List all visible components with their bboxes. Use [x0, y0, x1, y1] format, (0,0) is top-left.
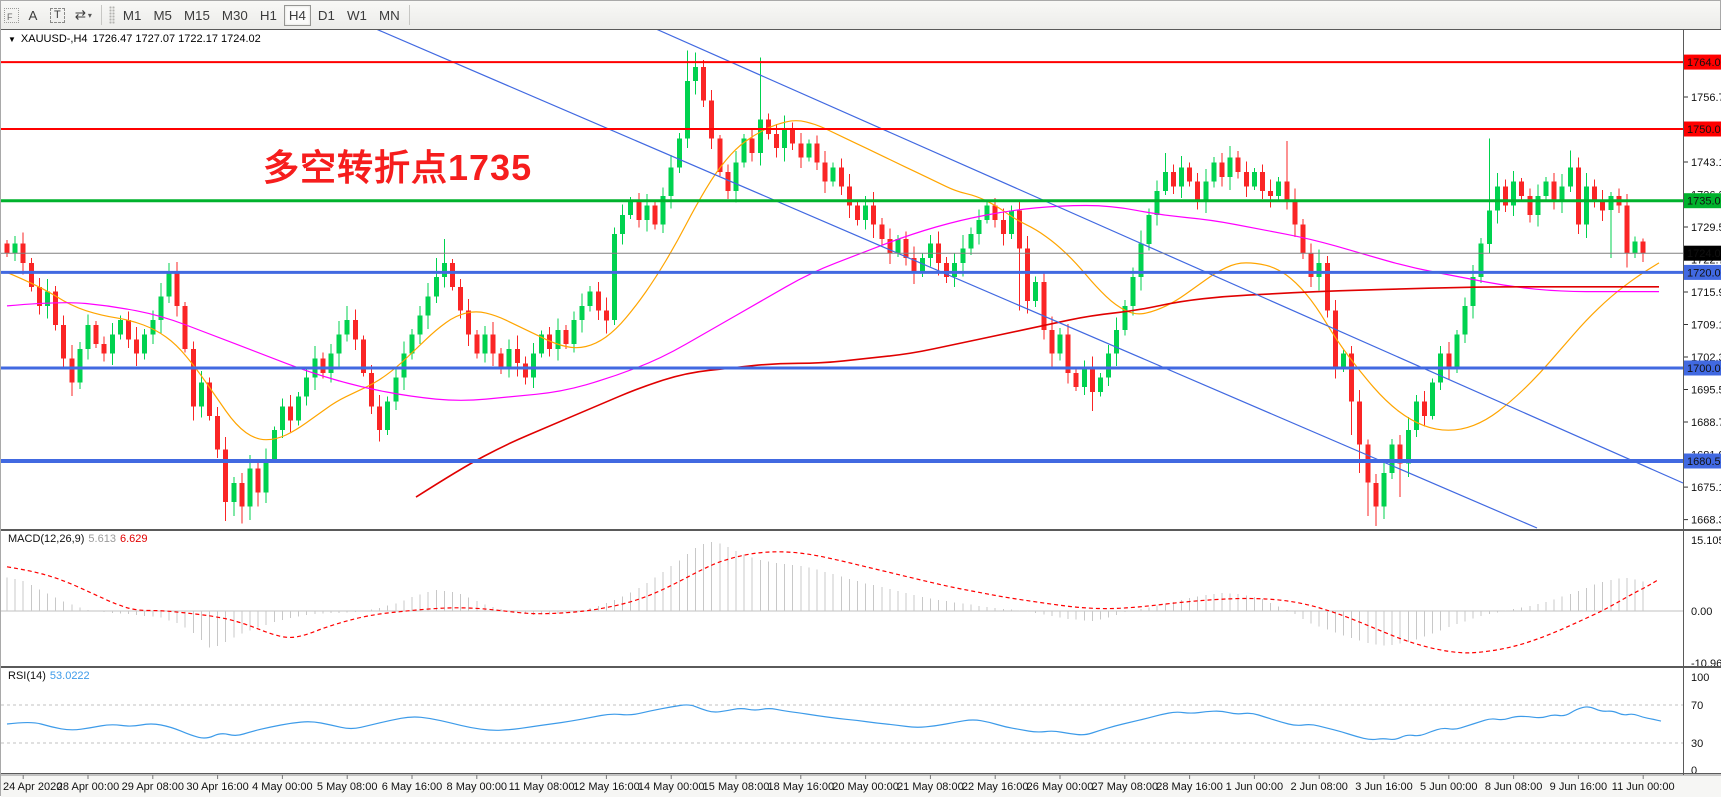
time-tick-label: 30 Apr 16:00: [186, 781, 248, 793]
time-tick-label: 22 May 16:00: [962, 781, 1029, 793]
macd-signal-value: 6.629: [120, 533, 148, 545]
time-tick-label: 1 Jun 00:00: [1226, 781, 1284, 793]
price-tick-label: 1675.10: [1691, 482, 1721, 494]
symbol-period-label: XAUUSD-,H4: [21, 33, 88, 45]
panel-borders: [1, 29, 1721, 775]
text-tool-button[interactable]: A: [21, 5, 45, 26]
ma-slow-line[interactable]: [416, 287, 1659, 497]
price-badge: 1724.02: [1684, 246, 1721, 261]
svg-text:1750.00: 1750.00: [1687, 124, 1721, 136]
time-tick-label: 9 Jun 16:00: [1550, 781, 1608, 793]
macd-panel[interactable]: [1, 542, 1683, 653]
text-label-icon: T: [50, 8, 65, 23]
time-tick-label: 18 May 16:00: [767, 781, 834, 793]
macd-main-value: 5.613: [88, 533, 116, 545]
toolbar-drag-grip[interactable]: [109, 6, 115, 24]
macd-name: MACD(12,26,9): [8, 533, 84, 545]
time-tick-label: 6 May 16:00: [382, 781, 443, 793]
price-badge: 1700.00: [1684, 361, 1721, 376]
toolbar-grip-icon: F: [4, 8, 19, 23]
time-tick-label: 28 Apr 00:00: [57, 781, 119, 793]
text-label-tool-button[interactable]: T: [45, 5, 70, 26]
rsi-line: [7, 705, 1661, 740]
price-tick-label: 1695.50: [1691, 385, 1721, 397]
toolbar-separator: [101, 5, 102, 25]
time-tick-label: 11 May 08:00: [509, 781, 575, 793]
macd-tick-label: 15.105: [1691, 535, 1721, 547]
time-tick-label: 29 Apr 08:00: [122, 781, 184, 793]
time-tick-label: 28 May 16:00: [1156, 781, 1223, 793]
time-tick-label: 8 Jun 08:00: [1485, 781, 1543, 793]
timeframe-button-D1[interactable]: D1: [313, 5, 340, 26]
ma-mid-line[interactable]: [7, 206, 1659, 401]
rsi-tick-label: 70: [1691, 700, 1703, 712]
time-tick-label: 14 May 00:00: [638, 781, 705, 793]
chart-canvas[interactable]: 1756.701743.101736.301729.501722.701715.…: [1, 29, 1721, 797]
cycle-arrows-icon: ⇄: [75, 7, 86, 23]
price-tick-label: 1743.10: [1691, 157, 1721, 169]
price-tick-label: 1715.90: [1691, 287, 1721, 299]
svg-text:1764.00: 1764.00: [1687, 57, 1721, 69]
toolbar-separator: [409, 5, 410, 25]
price-tick-label: 1688.70: [1691, 417, 1721, 429]
time-tick-label: 12 May 16:00: [573, 781, 640, 793]
ohlc-values: 1726.47 1727.07 1722.17 1724.02: [93, 33, 261, 45]
timeframe-button-M5[interactable]: M5: [148, 5, 177, 26]
time-tick-label: 26 May 00:00: [1027, 781, 1094, 793]
time-tick-label: 21 May 08:00: [897, 781, 964, 793]
rsi-tick-label: 30: [1691, 738, 1703, 750]
svg-text:1720.00: 1720.00: [1687, 267, 1721, 279]
time-tick-label: 27 May 08:00: [1091, 781, 1158, 793]
trendline[interactable]: [376, 29, 1537, 528]
time-tick-label: 4 May 00:00: [252, 781, 313, 793]
macd-histogram: [7, 542, 1643, 648]
timeframe-button-M30[interactable]: M30: [217, 5, 253, 26]
rsi-name: RSI(14): [8, 670, 46, 682]
chevron-down-icon: ▾: [88, 11, 92, 20]
price-badge: 1750.00: [1684, 122, 1721, 137]
price-tick-label: 1756.70: [1691, 92, 1721, 104]
time-tick-label: 8 May 00:00: [447, 781, 508, 793]
svg-text:1724.02: 1724.02: [1687, 248, 1721, 260]
time-tick-label: 11 Jun 00:00: [1612, 781, 1675, 793]
timeframe-button-H1[interactable]: H1: [255, 5, 282, 26]
macd-tick-label: 0.00: [1691, 606, 1712, 618]
time-tick-label: 15 May 08:00: [703, 781, 770, 793]
cycle-arrows-button[interactable]: ⇄ ▾: [70, 5, 97, 26]
price-tick-label: 1668.30: [1691, 515, 1721, 527]
price-badge: 1764.00: [1684, 55, 1721, 70]
timeframe-button-M1[interactable]: M1: [118, 5, 147, 26]
time-tick-label: 20 May 00:00: [832, 781, 899, 793]
rsi-tick-label: 100: [1691, 672, 1709, 684]
price-tick-label: 1729.50: [1691, 222, 1721, 234]
svg-text:1700.00: 1700.00: [1687, 363, 1721, 375]
time-tick-label: 5 Jun 00:00: [1420, 781, 1478, 793]
trendline[interactable]: [656, 29, 1683, 483]
time-tick-label: 5 May 08:00: [317, 781, 378, 793]
timeframe-button-H4[interactable]: H4: [284, 5, 311, 26]
chart-annotation-text[interactable]: 多空转折点1735: [263, 139, 532, 191]
macd-tick-label: -10.963: [1691, 658, 1721, 670]
svg-text:1680.56: 1680.56: [1687, 456, 1721, 468]
price-badge: 1720.00: [1684, 265, 1721, 280]
rsi-value: 53.0222: [50, 670, 90, 682]
timeframe-button-W1[interactable]: W1: [342, 5, 372, 26]
timeframe-button-MN[interactable]: MN: [374, 5, 405, 26]
chart-header: ▼ XAUUSD-,H4 1726.47 1727.07 1722.17 172…: [8, 33, 261, 45]
svg-text:1735.00: 1735.00: [1687, 196, 1721, 208]
symbol-dropdown-icon[interactable]: ▼: [8, 35, 16, 44]
rsi-panel[interactable]: [1, 705, 1683, 743]
macd-indicator-label: MACD(12,26,9) 5.613 6.629: [8, 533, 147, 545]
price-tick-label: 1709.10: [1691, 320, 1721, 332]
rsi-indicator-label: RSI(14) 53.0222: [8, 670, 90, 682]
time-tick-label: 2 Jun 08:00: [1290, 781, 1348, 793]
price-badge: 1735.00: [1684, 193, 1721, 208]
price-badge: 1680.56: [1684, 454, 1721, 469]
time-tick-label: 3 Jun 16:00: [1355, 781, 1413, 793]
timeframe-button-M15[interactable]: M15: [179, 5, 215, 26]
time-tick-label: 24 Apr 2020: [3, 781, 62, 793]
